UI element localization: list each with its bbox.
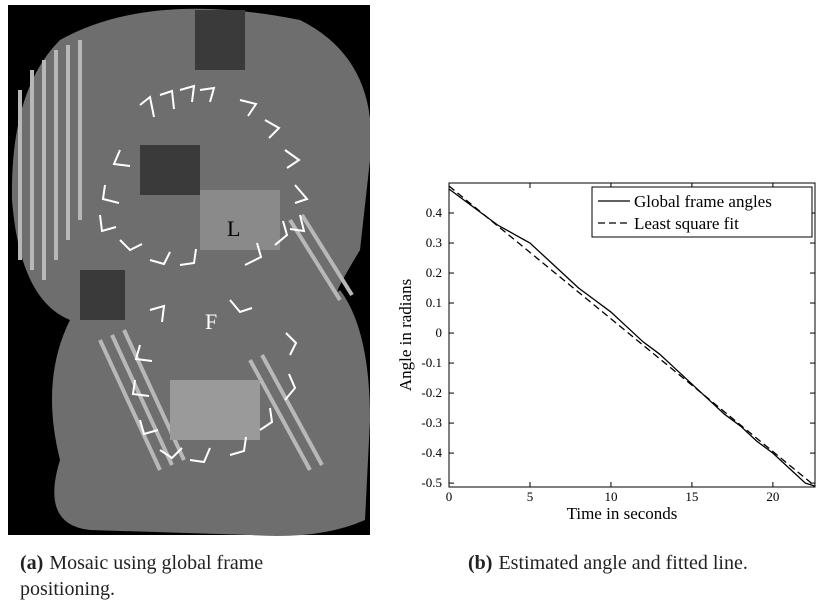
mosaic-image: L F — [8, 5, 370, 536]
image-label: F — [205, 309, 217, 334]
plot-frame — [448, 182, 816, 488]
caption: (b) Estimated angle and fitted line. — [468, 550, 817, 576]
y-tick-label: -0.2 — [421, 385, 442, 400]
caption-tag: (b) — [468, 552, 493, 574]
y-tick-label: 0.3 — [426, 235, 442, 250]
x-axis-label: Time in seconds — [567, 504, 678, 523]
line-series — [448, 188, 816, 487]
y-tick-label: 0 — [436, 325, 443, 340]
x-tick-label: 20 — [766, 489, 779, 504]
y-tick-label: -0.1 — [421, 355, 442, 370]
y-axis-label: Angle in radians — [396, 279, 415, 391]
caption-text: Mosaic using global frame positioning. — [20, 552, 264, 600]
line-series — [448, 185, 816, 487]
x-tick-label: 10 — [604, 489, 617, 504]
image-label: L — [227, 216, 240, 241]
x-tick-label: 5 — [527, 489, 534, 504]
y-tick-label: 0.2 — [426, 265, 442, 280]
y-tick-label: 0.4 — [426, 205, 443, 220]
y-tick-label: 0.1 — [426, 295, 442, 310]
caption: (a) Mosaic using global frame positioning… — [20, 550, 340, 602]
y-tick-label: -0.3 — [421, 415, 442, 430]
legend-label: Least square fit — [634, 214, 739, 233]
y-tick-label: -0.5 — [421, 475, 442, 490]
y-tick-label: -0.4 — [421, 445, 442, 460]
caption-tag: (a) — [20, 552, 44, 574]
legend-box — [591, 186, 813, 238]
caption-text: Estimated angle and fitted line. — [498, 552, 748, 574]
x-tick-label: 0 — [446, 489, 453, 504]
legend-label: Global frame angles — [634, 192, 772, 211]
x-tick-label: 15 — [685, 489, 698, 504]
